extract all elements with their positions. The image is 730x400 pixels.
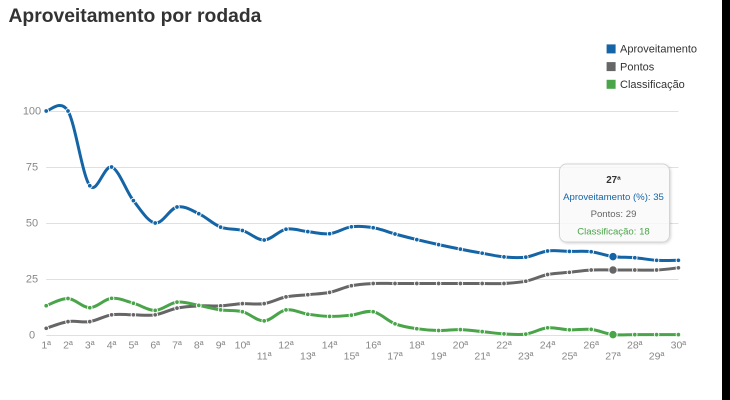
svg-text:23ª: 23ª xyxy=(518,351,534,363)
svg-text:75: 75 xyxy=(26,162,38,174)
svg-text:2ª: 2ª xyxy=(63,340,73,352)
svg-text:25: 25 xyxy=(26,274,38,286)
svg-text:10ª: 10ª xyxy=(235,340,251,352)
svg-text:Classificação: Classificação xyxy=(620,79,685,91)
svg-text:14ª: 14ª xyxy=(322,340,338,352)
svg-text:27ª: 27ª xyxy=(605,351,621,363)
svg-text:Aproveitamento por rodada: Aproveitamento por rodada xyxy=(9,6,262,27)
svg-text:Aproveitamento: Aproveitamento xyxy=(620,44,697,56)
svg-text:12ª: 12ª xyxy=(278,340,294,352)
svg-text:25ª: 25ª xyxy=(562,351,578,363)
svg-text:9ª: 9ª xyxy=(216,340,226,352)
svg-text:100: 100 xyxy=(23,106,41,118)
svg-text:1ª: 1ª xyxy=(41,340,51,352)
svg-text:16ª: 16ª xyxy=(365,340,381,352)
svg-text:Classificação: 18: Classificação: 18 xyxy=(577,226,650,237)
svg-text:30ª: 30ª xyxy=(671,340,687,352)
svg-text:27ª: 27ª xyxy=(606,175,621,186)
svg-text:20ª: 20ª xyxy=(453,340,469,352)
svg-text:4ª: 4ª xyxy=(107,340,117,352)
svg-text:26ª: 26ª xyxy=(583,340,599,352)
svg-text:17ª: 17ª xyxy=(387,351,403,363)
svg-text:22ª: 22ª xyxy=(496,340,512,352)
svg-text:0: 0 xyxy=(29,330,35,342)
svg-text:28ª: 28ª xyxy=(627,340,643,352)
svg-text:21ª: 21ª xyxy=(474,351,490,363)
svg-text:8ª: 8ª xyxy=(194,340,204,352)
svg-text:5ª: 5ª xyxy=(129,340,139,352)
svg-text:Pontos: 29: Pontos: 29 xyxy=(591,209,637,220)
svg-text:18ª: 18ª xyxy=(409,340,425,352)
svg-text:Pontos: Pontos xyxy=(620,61,655,73)
svg-text:11ª: 11ª xyxy=(257,351,272,363)
svg-text:24ª: 24ª xyxy=(540,340,556,352)
svg-text:13ª: 13ª xyxy=(300,351,316,363)
svg-text:6ª: 6ª xyxy=(150,340,160,352)
svg-text:15ª: 15ª xyxy=(344,351,360,363)
svg-text:19ª: 19ª xyxy=(431,351,447,363)
svg-text:50: 50 xyxy=(26,218,38,230)
svg-text:Aproveitamento (%): 35: Aproveitamento (%): 35 xyxy=(563,192,664,203)
svg-text:3ª: 3ª xyxy=(85,340,95,352)
svg-text:7ª: 7ª xyxy=(172,340,182,352)
svg-text:29ª: 29ª xyxy=(649,351,665,363)
